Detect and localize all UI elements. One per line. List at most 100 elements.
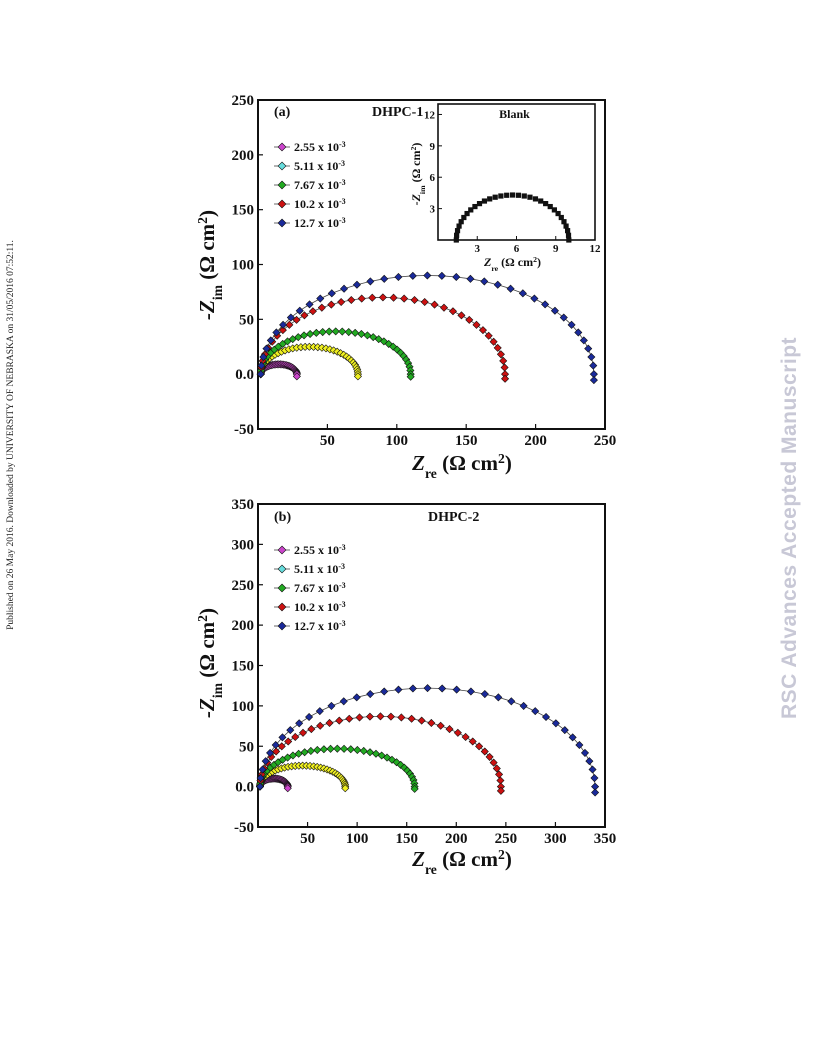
- inset-data-point: [561, 219, 567, 225]
- legend-marker: [277, 545, 287, 555]
- data-point: [568, 733, 577, 742]
- inset-data-point: [453, 237, 459, 243]
- x-axis-label: Zre (Ω cm2): [411, 847, 512, 877]
- data-point: [327, 300, 336, 309]
- y-tick-label: 150: [232, 659, 255, 675]
- data-point: [584, 344, 593, 353]
- data-point: [285, 320, 294, 329]
- data-point: [531, 707, 540, 716]
- data-point: [480, 277, 489, 286]
- inset-data-point: [558, 214, 564, 221]
- data-point: [453, 728, 462, 737]
- y-tick-label: 350: [232, 497, 255, 513]
- data-point: [489, 337, 498, 346]
- inset-chart: 3 6 9 12 3 6 9 12 Blank Zre (Ω cm2) -Zim (Ω cm2): [409, 103, 601, 273]
- data-point: [335, 716, 344, 725]
- inset-data-point: [563, 223, 569, 229]
- data-point: [292, 372, 301, 381]
- legend-label: 7.67 x 10-3: [294, 178, 346, 193]
- data-point: [452, 272, 461, 281]
- inset-y-tick-label: 9: [430, 141, 436, 153]
- data-point: [389, 293, 398, 302]
- chart-panel-b: 50 100 150 200 250 300 350 -50 0.0 50 100 150 200 250…: [195, 497, 617, 877]
- data-point: [472, 320, 481, 329]
- data-point: [465, 315, 474, 324]
- data-point: [541, 712, 551, 721]
- y-tick-label: 0.0: [235, 367, 254, 383]
- data-point: [279, 320, 288, 329]
- data-point: [439, 303, 449, 312]
- x-tick-label: 350: [594, 831, 617, 847]
- data-point: [587, 353, 596, 362]
- inset-data-point: [456, 223, 462, 229]
- data-point: [307, 725, 316, 734]
- inset-data-point: [532, 196, 539, 202]
- data-point: [337, 298, 346, 307]
- x-tick-label: 250: [495, 831, 518, 847]
- data-point: [466, 687, 475, 696]
- data-point: [291, 732, 300, 741]
- data-point: [272, 747, 281, 756]
- plot-frame: [257, 503, 606, 828]
- data-point: [346, 745, 355, 754]
- data-point: [507, 697, 516, 706]
- data-point: [580, 748, 590, 757]
- data-point: [315, 707, 324, 716]
- data-point: [445, 725, 454, 734]
- legend-label: 12.7 x 10-3: [294, 619, 346, 634]
- legend-marker: [277, 199, 287, 209]
- data-point: [559, 313, 568, 322]
- y-tick-label: 250: [232, 578, 255, 594]
- y-tick-label: 300: [232, 537, 255, 553]
- panel-title: DHPC-2: [428, 510, 479, 525]
- data-point: [417, 716, 426, 725]
- inset-data-point: [538, 198, 544, 204]
- data-point: [345, 714, 354, 723]
- legend-label: 2.55 x 10-3: [294, 140, 346, 155]
- data-point: [258, 765, 267, 774]
- inset-data-point: [566, 237, 572, 243]
- legend-label: 10.2 x 10-3: [294, 600, 346, 615]
- x-axis-label: Zre (Ω cm2): [411, 451, 512, 481]
- legend-label: 12.7 x 10-3: [294, 216, 346, 231]
- data-point: [352, 693, 361, 702]
- data-point: [506, 284, 515, 293]
- data-point: [457, 311, 466, 320]
- inset-data-point: [481, 198, 488, 204]
- legend-entry: 12.7 x 10-3: [274, 216, 346, 231]
- inset-data-point: [527, 194, 533, 200]
- data-point: [256, 774, 265, 783]
- data-point: [353, 372, 362, 381]
- data-point: [396, 760, 405, 769]
- legend-marker: [277, 142, 287, 152]
- data-point: [262, 344, 271, 353]
- legend-marker: [277, 621, 287, 631]
- y-tick-label: 100: [232, 258, 255, 274]
- y-tick-label: 200: [232, 148, 255, 164]
- data-point: [501, 374, 510, 383]
- data-point: [551, 719, 560, 728]
- data-point: [376, 712, 385, 721]
- data-point: [494, 693, 503, 702]
- data-point: [423, 684, 432, 693]
- data-point: [541, 300, 550, 309]
- data-point: [387, 755, 397, 764]
- x-tick-label: 50: [300, 831, 315, 847]
- chart-panel-a: 50 100 150 200 250 -50 0.0 50 100 150 200 250 Zre (Ω…: [195, 93, 617, 481]
- x-tick-label: 100: [386, 433, 409, 449]
- data-point: [591, 788, 600, 797]
- data-point: [327, 289, 336, 298]
- inset-x-axis-label: Zre (Ω cm2): [483, 255, 541, 273]
- data-point: [257, 361, 266, 370]
- data-point: [371, 749, 381, 758]
- data-point: [475, 742, 484, 751]
- data-point: [574, 328, 583, 337]
- data-point: [493, 343, 502, 352]
- x-tick-label: 50: [320, 433, 335, 449]
- data-point: [407, 714, 416, 723]
- inset-data-point: [464, 210, 470, 217]
- data-point: [353, 745, 362, 754]
- legend-marker: [277, 180, 287, 190]
- inset-data-point: [555, 210, 561, 217]
- legend-entry: 12.7 x 10-3: [274, 619, 346, 634]
